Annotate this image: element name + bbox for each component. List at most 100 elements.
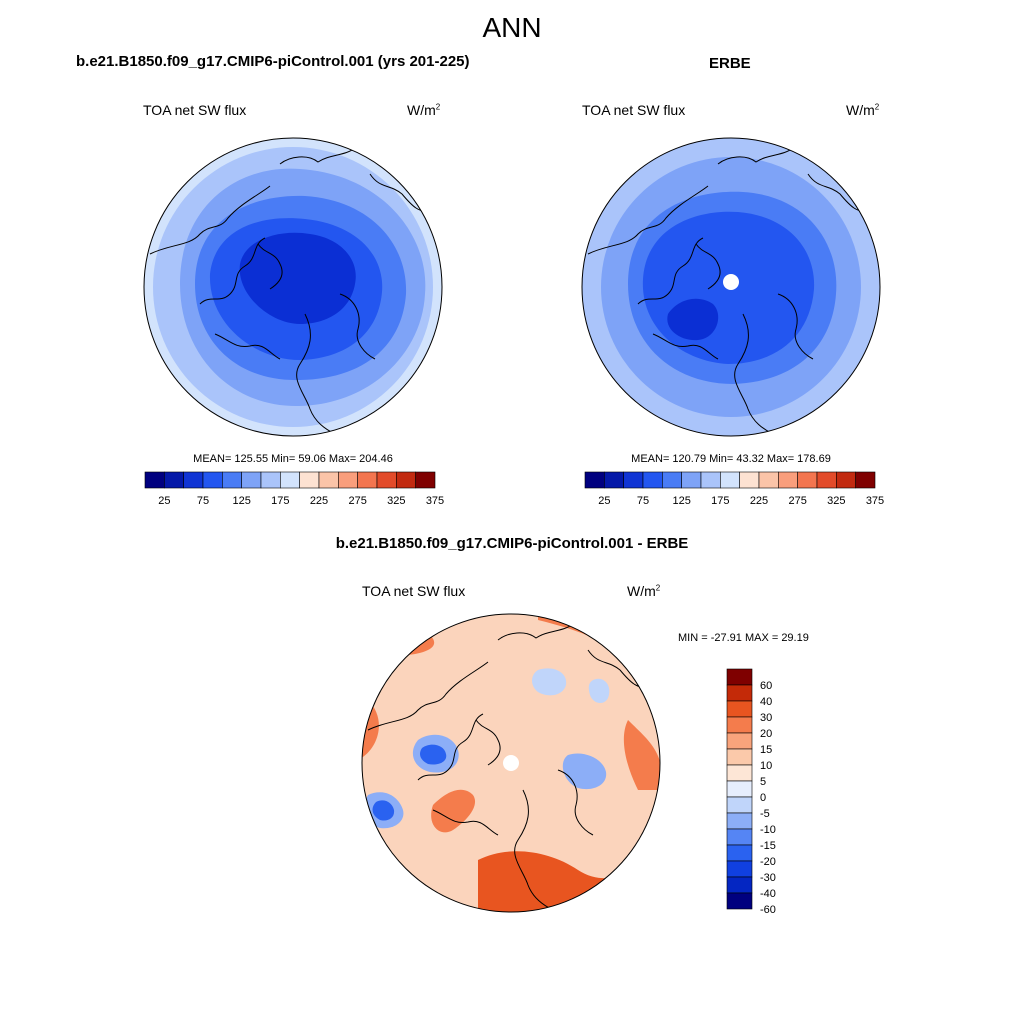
map-fill-diff-palecool bbox=[588, 678, 610, 704]
colorbar-swatch bbox=[836, 471, 856, 489]
colorbar-swatch bbox=[726, 828, 753, 846]
colorbar-swatch bbox=[260, 471, 281, 489]
panel-units-model: W/m2 bbox=[407, 102, 441, 118]
colorbar-swatch bbox=[144, 471, 165, 489]
colorbar-swatch bbox=[758, 471, 779, 489]
colorbar-tick-label: 125 bbox=[672, 495, 690, 507]
map-fill-diff-warm bbox=[623, 720, 660, 790]
colorbar-swatch bbox=[662, 471, 682, 489]
colorbar-tick-label: -30 bbox=[760, 872, 776, 884]
colorbar-tick-label: 325 bbox=[827, 495, 845, 507]
panel-title-model: b.e21.B1850.f09_g17.CMIP6-piControl.001 … bbox=[76, 53, 470, 70]
colorbar-tick-label: 25 bbox=[158, 495, 170, 507]
colorbar-swatch bbox=[726, 668, 753, 686]
colorbar-swatch bbox=[604, 471, 624, 489]
pole-missing-data bbox=[503, 755, 519, 771]
coastlines bbox=[149, 147, 431, 435]
map-fill-deep bbox=[667, 298, 719, 341]
colorbar-swatch bbox=[222, 471, 242, 489]
colorbar-tick-label: 25 bbox=[598, 495, 610, 507]
colorbar-tick-label: 10 bbox=[760, 760, 772, 772]
panel-variable-obs: TOA net SW flux bbox=[582, 102, 686, 118]
colorbar-tick-label: 30 bbox=[760, 712, 772, 724]
colorbar-tick-label: 40 bbox=[760, 696, 772, 708]
map-fill-diff-cool bbox=[562, 753, 607, 790]
colorbar-swatch bbox=[726, 860, 753, 878]
colorbar-swatch bbox=[318, 471, 339, 489]
figure-title: ANN bbox=[482, 12, 542, 43]
map-border bbox=[361, 613, 661, 913]
colorbar-tick-label: 60 bbox=[760, 680, 772, 692]
colorbar-tick-label: 375 bbox=[426, 495, 444, 507]
panel-units-obs: W/m2 bbox=[846, 102, 880, 118]
colorbar-swatch bbox=[357, 471, 378, 489]
colorbar-tick-label: 225 bbox=[750, 495, 768, 507]
colorbar-swatch bbox=[376, 471, 397, 489]
colorbar-swatch bbox=[726, 892, 753, 910]
colorbar-swatch bbox=[726, 780, 753, 798]
panel-units-diff: W/m2 bbox=[627, 583, 661, 599]
colorbar-tick-label: 375 bbox=[866, 495, 884, 507]
colorbar-tick-label: 275 bbox=[788, 495, 806, 507]
colorbar-model: 25 75 125 175 225 275 325 375 bbox=[144, 471, 444, 507]
polar-map-diff bbox=[361, 613, 661, 913]
colorbar-swatch bbox=[642, 471, 663, 489]
colorbar-obs: 25 75 125 175 225 275 325 375 bbox=[584, 471, 884, 507]
polar-map-model bbox=[143, 137, 443, 437]
map-fill-diff-cold bbox=[420, 744, 447, 765]
panel-variable-diff: TOA net SW flux bbox=[362, 583, 466, 599]
polar-map-obs bbox=[581, 137, 881, 437]
colorbar-swatch bbox=[726, 716, 753, 734]
colorbar-tick-label: 175 bbox=[711, 495, 729, 507]
colorbar-swatch bbox=[726, 844, 753, 862]
colorbar-swatch bbox=[396, 471, 416, 489]
colorbar-swatch bbox=[415, 471, 436, 489]
colorbar-swatch bbox=[726, 796, 753, 814]
colorbar-tick-label: 15 bbox=[760, 744, 772, 756]
colorbar-swatch bbox=[855, 471, 876, 489]
colorbar-swatch bbox=[726, 732, 753, 750]
colorbar-swatch bbox=[338, 471, 358, 489]
panel-stats-diff: MIN = -27.91 MAX = 29.19 bbox=[678, 632, 809, 644]
colorbar-swatch bbox=[726, 684, 753, 702]
map-fill-diff-palecool bbox=[532, 668, 567, 696]
colorbar-tick-label: -10 bbox=[760, 824, 776, 836]
colorbar-swatch bbox=[726, 700, 753, 718]
colorbar-swatch bbox=[584, 471, 605, 489]
colorbar-tick-label: -15 bbox=[760, 840, 776, 852]
colorbar-swatch bbox=[681, 471, 702, 489]
colorbar-tick-label: 225 bbox=[310, 495, 328, 507]
colorbar-swatch bbox=[797, 471, 818, 489]
colorbar-tick-label: 125 bbox=[232, 495, 250, 507]
colorbar-tick-label: 175 bbox=[271, 495, 289, 507]
colorbar-swatch bbox=[183, 471, 204, 489]
colorbar-swatch bbox=[299, 471, 320, 489]
panel-variable-model: TOA net SW flux bbox=[143, 102, 247, 118]
colorbar-tick-label: 325 bbox=[387, 495, 405, 507]
panel-stats-model: MEAN= 125.55 Min= 59.06 Max= 204.46 bbox=[193, 453, 393, 465]
colorbar-swatch bbox=[720, 471, 740, 489]
colorbar-tick-label: 20 bbox=[760, 728, 772, 740]
colorbar-swatch bbox=[726, 748, 753, 766]
map-fill-diff-warm bbox=[431, 789, 476, 833]
colorbar-tick-label: -60 bbox=[760, 904, 776, 916]
map-border bbox=[581, 137, 881, 437]
panel-title-obs: ERBE bbox=[709, 55, 751, 72]
colorbar-swatch bbox=[700, 471, 721, 489]
colorbar-tick-label: -20 bbox=[760, 856, 776, 868]
colorbar-swatch bbox=[726, 876, 753, 894]
pole-missing-data bbox=[723, 274, 739, 290]
panel-stats-obs: MEAN= 120.79 Min= 43.32 Max= 178.69 bbox=[631, 453, 831, 465]
panel-title-diff: b.e21.B1850.f09_g17.CMIP6-piControl.001 … bbox=[335, 535, 689, 552]
colorbar-tick-label: -5 bbox=[760, 808, 770, 820]
map-border bbox=[143, 137, 443, 437]
colorbar-tick-label: 0 bbox=[760, 792, 766, 804]
colorbar-swatch bbox=[739, 471, 760, 489]
colorbar-swatch bbox=[726, 812, 753, 830]
colorbar-swatch bbox=[816, 471, 837, 489]
colorbar-swatch bbox=[202, 471, 223, 489]
colorbar-diff: 60 40 30 20 15 10 5 0 -5 -10 -15 -20 -30 -40 -60 bbox=[726, 668, 776, 916]
colorbar-tick-label: 75 bbox=[637, 495, 649, 507]
colorbar-swatch bbox=[726, 764, 753, 782]
colorbar-tick-label: 275 bbox=[348, 495, 366, 507]
